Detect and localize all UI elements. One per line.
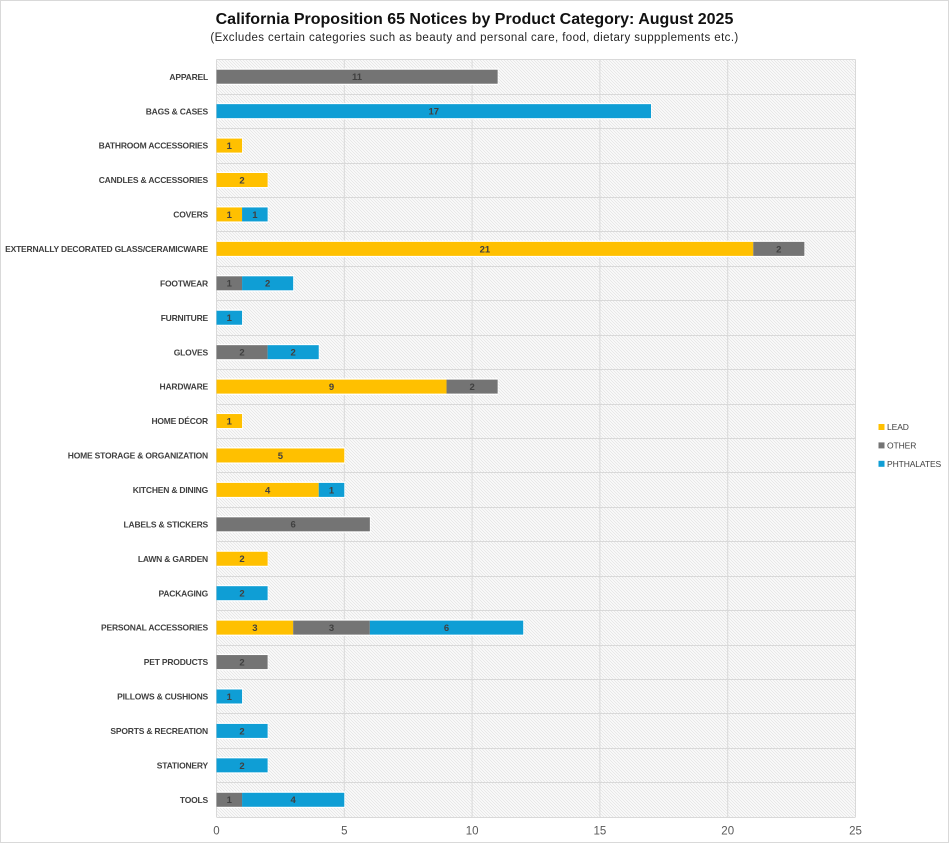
svg-text:21: 21 [480, 244, 491, 255]
svg-text:TOOLS: TOOLS [180, 795, 209, 805]
svg-text:STATIONERY: STATIONERY [157, 760, 209, 770]
svg-text:2: 2 [239, 175, 244, 186]
svg-text:0: 0 [213, 826, 219, 838]
svg-text:CANDLES & ACCESSORIES: CANDLES & ACCESSORIES [99, 175, 209, 185]
svg-text:2: 2 [291, 348, 296, 359]
svg-text:1: 1 [227, 795, 233, 806]
svg-text:3: 3 [329, 623, 334, 634]
svg-text:2: 2 [776, 244, 781, 255]
svg-text:15: 15 [594, 826, 607, 838]
svg-text:FURNITURE: FURNITURE [161, 313, 209, 323]
svg-text:LAWN & GARDEN: LAWN & GARDEN [138, 554, 208, 564]
svg-text:1: 1 [227, 141, 233, 152]
svg-text:2: 2 [239, 589, 244, 600]
svg-text:KITCHEN & DINING: KITCHEN & DINING [133, 485, 209, 495]
svg-text:1: 1 [227, 279, 233, 290]
svg-text:HOME DÉCOR: HOME DÉCOR [151, 416, 208, 426]
svg-text:OTHER: OTHER [887, 440, 916, 450]
svg-text:BAGS & CASES: BAGS & CASES [146, 106, 209, 116]
svg-text:COVERS: COVERS [173, 210, 208, 220]
svg-text:2: 2 [469, 382, 474, 393]
svg-text:6: 6 [444, 623, 449, 634]
svg-text:2: 2 [239, 761, 244, 772]
svg-text:LEAD: LEAD [887, 422, 909, 432]
svg-text:4: 4 [291, 795, 297, 806]
svg-text:PHTHALATES: PHTHALATES [887, 459, 942, 469]
svg-text:1: 1 [227, 313, 233, 324]
svg-text:GLOVES: GLOVES [174, 347, 209, 357]
svg-text:1: 1 [227, 416, 233, 427]
svg-text:3: 3 [252, 623, 257, 634]
svg-text:1: 1 [227, 210, 233, 221]
svg-text:SPORTS & RECREATION: SPORTS & RECREATION [110, 726, 208, 736]
svg-text:10: 10 [466, 826, 479, 838]
svg-text:11: 11 [352, 72, 363, 83]
svg-text:4: 4 [265, 485, 271, 496]
svg-text:PET PRODUCTS: PET PRODUCTS [144, 657, 209, 667]
svg-text:9: 9 [329, 382, 334, 393]
svg-text:EXTERNALLY DECORATED GLASS/CER: EXTERNALLY DECORATED GLASS/CERAMICWARE [5, 244, 208, 254]
svg-text:2: 2 [239, 554, 244, 565]
svg-text:2: 2 [239, 657, 244, 668]
svg-text:BATHROOM ACCESSORIES: BATHROOM ACCESSORIES [99, 141, 209, 151]
svg-text:LABELS & STICKERS: LABELS & STICKERS [124, 519, 209, 529]
svg-text:PILLOWS & CUSHIONS: PILLOWS & CUSHIONS [117, 692, 208, 702]
svg-text:2: 2 [265, 279, 270, 290]
svg-text:1: 1 [329, 485, 335, 496]
svg-text:5: 5 [278, 451, 284, 462]
svg-text:6: 6 [291, 520, 296, 531]
svg-text:APPAREL: APPAREL [169, 72, 208, 82]
svg-text:5: 5 [341, 826, 347, 838]
svg-text:2: 2 [239, 726, 244, 737]
svg-text:PERSONAL ACCESSORIES: PERSONAL ACCESSORIES [101, 623, 209, 633]
svg-text:17: 17 [428, 107, 439, 118]
svg-text:HARDWARE: HARDWARE [160, 382, 209, 392]
svg-text:2: 2 [239, 348, 244, 359]
svg-text:PACKAGING: PACKAGING [158, 588, 208, 598]
svg-text:FOOTWEAR: FOOTWEAR [160, 278, 208, 288]
svg-text:20: 20 [721, 826, 734, 838]
svg-text:25: 25 [849, 826, 862, 838]
svg-text:1: 1 [227, 692, 233, 703]
svg-text:HOME STORAGE & ORGANIZATION: HOME STORAGE & ORGANIZATION [68, 451, 208, 461]
svg-text:1: 1 [252, 210, 258, 221]
